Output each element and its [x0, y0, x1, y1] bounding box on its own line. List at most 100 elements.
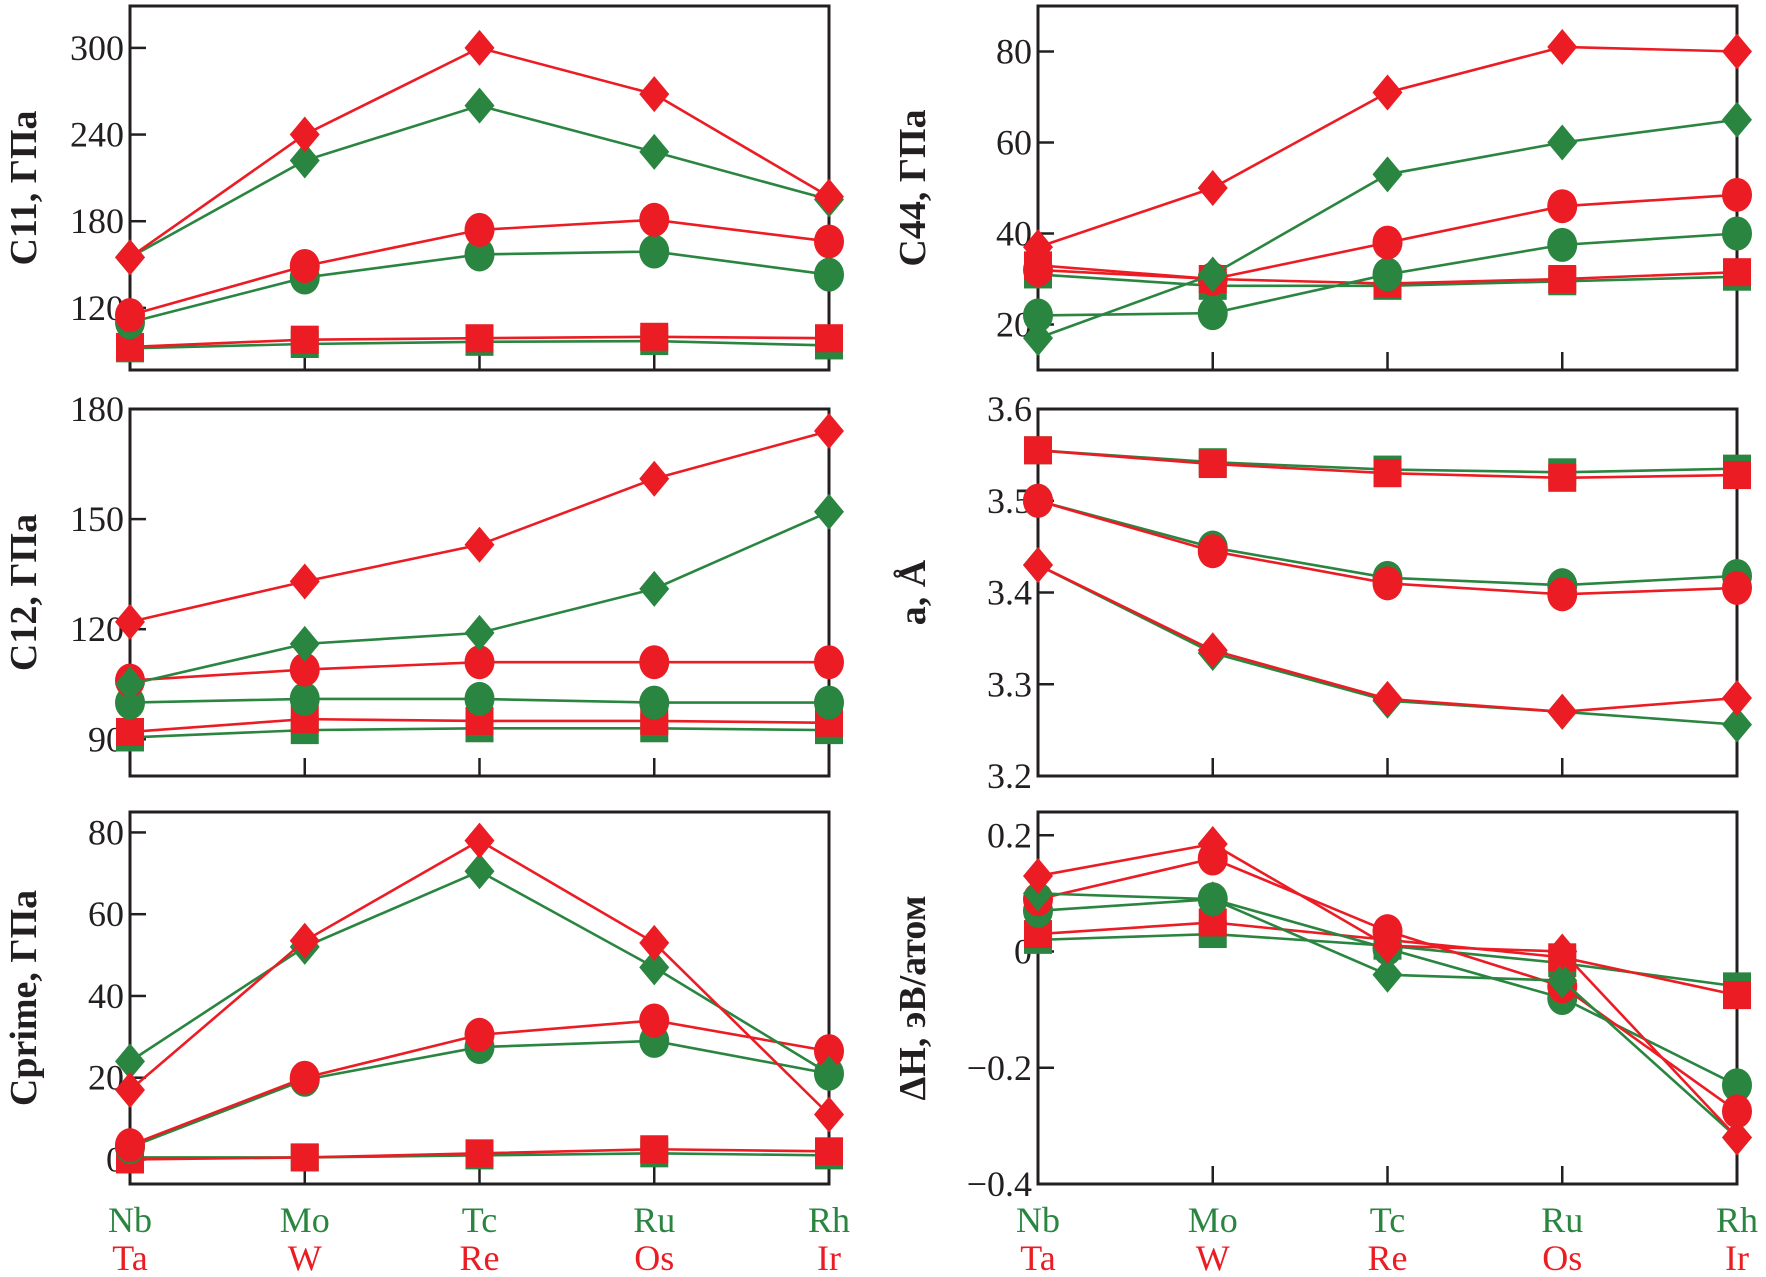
y-tick-label: 60 [996, 123, 1032, 163]
data-point-diamond [115, 603, 145, 640]
data-point-circle [115, 1128, 145, 1163]
data-point-circle [814, 1034, 844, 1069]
data-point-circle [289, 1060, 320, 1095]
x-category-label-bottom: Re [1368, 1238, 1408, 1277]
x-category-label-top: Nb [108, 1200, 152, 1240]
data-point-circle [1722, 1068, 1752, 1103]
y-tick-label: 80 [996, 32, 1032, 72]
data-point-circle [639, 645, 670, 680]
data-point-diamond [464, 526, 495, 563]
data-point-diamond [289, 142, 320, 179]
y-tick-label: 120 [70, 288, 124, 328]
y-axis-label: a, Å [892, 559, 934, 625]
data-point-diamond [464, 822, 495, 859]
data-point-diamond [639, 76, 670, 113]
y-tick-label: 240 [70, 115, 124, 155]
data-point-circle [1372, 257, 1403, 292]
series-square [1024, 436, 1751, 492]
data-point-circle [289, 681, 320, 716]
x-category-label-top: Rh [808, 1200, 850, 1240]
y-tick-label: −0.2 [967, 1048, 1032, 1088]
data-point-diamond [1722, 706, 1752, 743]
series-diamond [115, 29, 844, 276]
x-category-label-top: Mo [1188, 1200, 1238, 1240]
series-circle [115, 202, 844, 333]
data-point-square [465, 1139, 494, 1168]
y-tick-label: 0.2 [987, 815, 1032, 855]
data-point-circle [1197, 534, 1228, 569]
x-category-label-top: Nb [1016, 1200, 1060, 1240]
data-point-circle [1023, 483, 1053, 518]
data-point-diamond [1722, 33, 1752, 70]
series-diamond [1023, 546, 1752, 730]
y-axis-label: ΔH, эВ/атом [892, 895, 934, 1100]
data-point-diamond [1023, 320, 1053, 357]
data-point-circle [639, 202, 670, 237]
data-point-square [815, 1137, 843, 1166]
series-diamond [115, 822, 844, 1133]
series-circle [115, 645, 844, 698]
data-point-circle [639, 234, 670, 269]
data-point-circle [1722, 1094, 1752, 1129]
data-point-square [1723, 461, 1751, 490]
data-point-diamond [1547, 693, 1578, 730]
data-point-diamond [1372, 680, 1403, 717]
data-point-square [1723, 258, 1751, 287]
x-category-label-top: Mo [280, 1200, 330, 1240]
series-square [116, 1135, 843, 1174]
data-point-diamond [814, 1096, 844, 1133]
data-point-diamond [639, 570, 670, 607]
data-point-diamond [1547, 124, 1578, 161]
data-point-diamond [1372, 156, 1403, 193]
y-axis-label: C12, ГПа [3, 514, 45, 671]
x-category-label-bottom: W [1196, 1238, 1230, 1277]
x-category-label-top: Tc [462, 1200, 497, 1240]
data-point-diamond [1547, 962, 1578, 999]
data-point-diamond [1547, 28, 1578, 65]
y-tick-label: 60 [88, 894, 124, 934]
data-point-diamond [1547, 933, 1578, 970]
data-point-diamond [1023, 857, 1053, 894]
data-point-diamond [115, 1043, 145, 1080]
x-category-label-top: Tc [1370, 1200, 1405, 1240]
data-point-diamond [115, 239, 145, 276]
series-diamond [1023, 28, 1752, 266]
data-point-square [1198, 450, 1227, 479]
data-point-circle [639, 685, 670, 720]
series-diamond [115, 493, 844, 703]
data-point-square [1373, 459, 1402, 488]
y-tick-label: 180 [70, 389, 124, 429]
x-category-label-top: Rh [1716, 1200, 1758, 1240]
data-point-circle [464, 212, 495, 247]
series-circle [115, 1003, 844, 1163]
data-point-diamond [1372, 927, 1403, 964]
data-point-diamond [1023, 229, 1053, 266]
data-point-diamond [1372, 74, 1403, 111]
data-point-circle [1722, 177, 1752, 212]
data-point-circle [464, 645, 495, 680]
data-point-circle [464, 1017, 495, 1052]
data-point-circle [1023, 298, 1053, 333]
data-point-square [1024, 436, 1052, 465]
data-point-square [290, 1143, 319, 1172]
data-point-diamond [1372, 956, 1403, 993]
data-point-diamond [464, 87, 495, 124]
x-category-label-bottom: Re [460, 1238, 500, 1277]
data-point-diamond [814, 1055, 844, 1092]
data-point-circle [1547, 189, 1578, 224]
data-point-diamond [639, 949, 670, 986]
data-point-diamond [1722, 101, 1752, 138]
plot-frame [1036, 810, 1739, 1186]
data-point-diamond [639, 924, 670, 961]
data-point-diamond [289, 563, 320, 600]
y-tick-label: 3.6 [987, 389, 1032, 429]
x-category-label-bottom: Ta [1020, 1238, 1055, 1277]
x-category-label-bottom: Ir [817, 1238, 841, 1277]
data-point-diamond [814, 178, 844, 215]
data-point-circle [115, 298, 145, 333]
data-point-diamond [1197, 881, 1228, 918]
series-diamond [1023, 101, 1752, 357]
